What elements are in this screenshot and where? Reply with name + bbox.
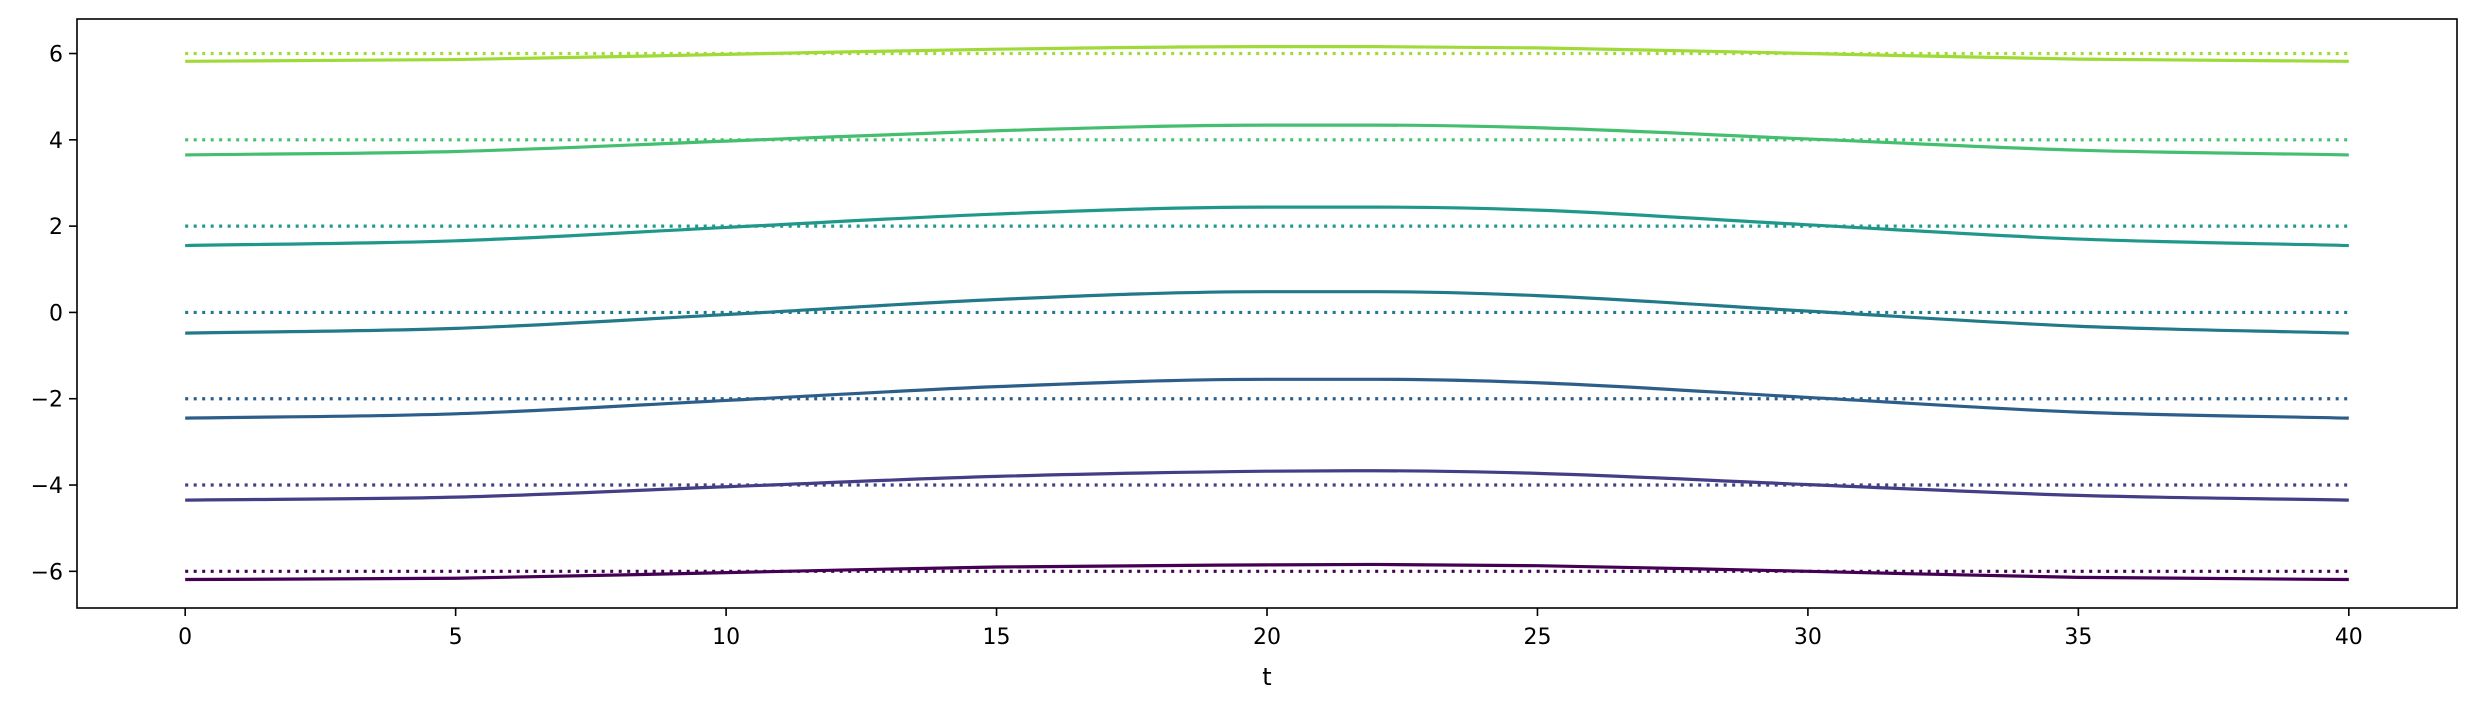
y-tick-label: −6	[31, 560, 63, 585]
series-line-6	[185, 45, 2349, 63]
series-line-0	[185, 562, 2349, 582]
x-tick-label: 15	[983, 625, 1011, 650]
y-tick-label: 2	[49, 215, 63, 240]
x-tick-label: 10	[712, 625, 740, 650]
series-line-2	[185, 377, 2349, 420]
series-line-4	[185, 205, 2349, 248]
x-tick-label: 0	[178, 625, 192, 650]
series-line-5	[185, 123, 2349, 157]
x-tick-label: 40	[2335, 625, 2363, 650]
x-tick-label: 35	[2064, 625, 2092, 650]
x-tick-label: 25	[1523, 625, 1551, 650]
series-line-1	[185, 469, 2349, 502]
y-tick-label: 4	[49, 129, 63, 154]
y-axis: −6 −4 −2 0 2 4 6	[31, 43, 77, 585]
x-tick-label: 20	[1253, 625, 1281, 650]
x-axis: 0 5 10 15 20 25 30 35 40	[178, 608, 2363, 650]
y-tick-label: −2	[31, 388, 63, 413]
x-tick-label: 5	[449, 625, 463, 650]
series-line-3	[185, 290, 2349, 335]
series-layer	[185, 45, 2349, 582]
x-tick-label: 30	[1794, 625, 1822, 650]
y-tick-label: 6	[49, 43, 63, 68]
y-tick-label: 0	[49, 301, 63, 326]
y-tick-label: −4	[31, 474, 63, 499]
x-axis-label: t	[1262, 663, 1271, 691]
